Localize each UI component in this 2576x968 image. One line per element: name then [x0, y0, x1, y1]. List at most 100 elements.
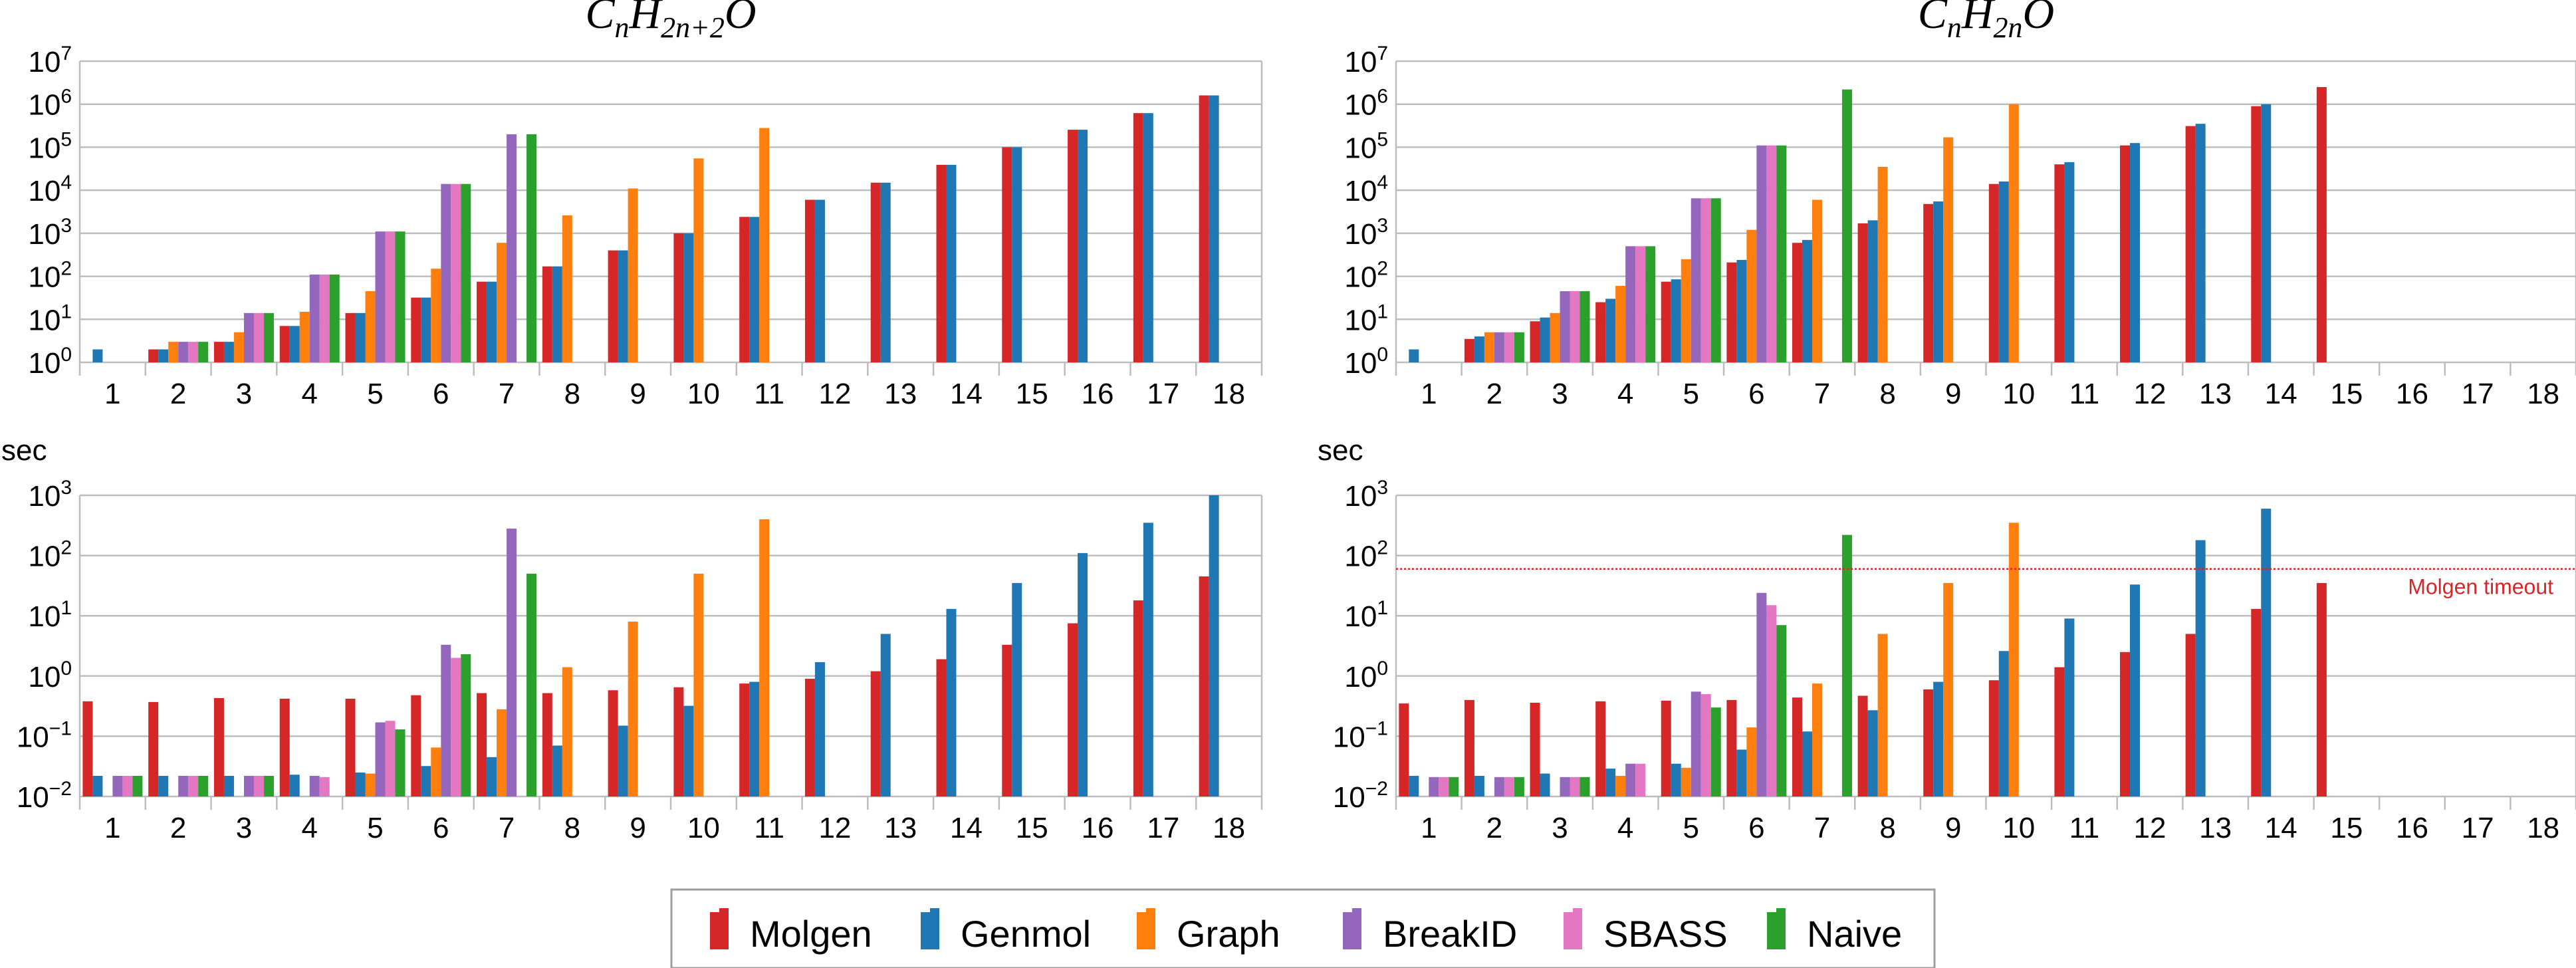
bar-genmol-10 — [1998, 651, 2009, 796]
bar-graph-6 — [1746, 229, 1757, 362]
x-tick-label: 3 — [236, 812, 252, 844]
bar-genmol-4 — [289, 775, 300, 796]
bar-breakid-2 — [1494, 777, 1504, 796]
x-tick-label: 5 — [1683, 378, 1699, 410]
bar-naive-2 — [1514, 777, 1524, 796]
bar-molgen-12 — [2120, 652, 2131, 796]
bar-genmol-2 — [1474, 336, 1484, 362]
y-tick-label: 103 — [28, 215, 72, 251]
bar-graph-6 — [431, 747, 441, 796]
y-tick-exponent: −1 — [49, 717, 72, 739]
bar-genmol-2 — [1474, 775, 1484, 796]
bar-molgen-11 — [739, 217, 750, 362]
bar-breakid-7 — [507, 529, 517, 796]
title-subscript: n — [1947, 11, 1962, 44]
bar-graph-8 — [1877, 166, 1888, 362]
bar-graph-2 — [1484, 332, 1494, 362]
bar-breakid-2 — [178, 342, 189, 362]
bar-genmol-11 — [2064, 618, 2075, 796]
bar-breakid-1 — [112, 775, 123, 796]
bar-genmol-17 — [1143, 523, 1153, 796]
bar-graph-9 — [1943, 137, 1954, 362]
y-tick-label: 106 — [1344, 86, 1388, 122]
bar-naive-3 — [1580, 291, 1590, 362]
y-tick-label: 101 — [1344, 597, 1388, 633]
bar-genmol-14 — [946, 164, 957, 363]
y-tick-label: 10−2 — [17, 778, 72, 814]
bar-genmol-8 — [552, 266, 562, 362]
bar-molgen-14 — [936, 164, 947, 363]
x-tick-label: 4 — [1617, 378, 1633, 410]
bar-naive-2 — [198, 342, 209, 362]
bar-graph-8 — [562, 215, 572, 362]
x-tick-label: 1 — [104, 812, 120, 844]
bar-genmol-1 — [1409, 349, 1419, 362]
bar-breakid-5 — [375, 231, 386, 362]
x-tick-label: 4 — [301, 812, 317, 844]
bar-molgen-10 — [1988, 183, 1999, 362]
bar-molgen-10 — [673, 687, 684, 796]
bar-breakid-3 — [1560, 291, 1570, 362]
bar-graph-10 — [2008, 523, 2019, 796]
bar-molgen-16 — [1068, 623, 1078, 796]
y-tick-exponent: 2 — [1377, 537, 1388, 559]
bar-naive-5 — [395, 231, 406, 362]
bar-molgen-9 — [608, 250, 618, 362]
x-tick-label: 16 — [2396, 378, 2428, 410]
x-tick-label: 11 — [754, 378, 784, 410]
x-tick-label: 18 — [1213, 812, 1245, 844]
bar-genmol-6 — [1736, 749, 1747, 796]
title-symbol: C — [585, 0, 615, 38]
y-tick-exponent: 4 — [1377, 172, 1388, 193]
x-tick-label: 1 — [1421, 812, 1437, 844]
bar-genmol-4 — [1605, 769, 1616, 796]
bar-molgen-5 — [1661, 281, 1671, 362]
bar-graph-6 — [1746, 727, 1757, 796]
bar-molgen-1 — [82, 701, 93, 796]
bar-molgen-9 — [1923, 203, 1934, 362]
title-symbol: H — [1961, 0, 1996, 38]
legend-label-sbass: SBASS — [1603, 913, 1728, 955]
bar-genmol-11 — [749, 681, 760, 796]
title-symbol: C — [1918, 0, 1948, 38]
bar-genmol-3 — [1540, 773, 1550, 796]
legend-swatch-naive-tall — [1776, 908, 1786, 949]
x-tick-label: 10 — [2002, 378, 2035, 410]
x-tick-label: 15 — [1016, 378, 1048, 410]
legend-box — [670, 888, 1936, 968]
bar-sbass-6 — [451, 183, 461, 362]
legend: Molgen Genmol Graph BreakID SBASS Naive — [670, 888, 1936, 968]
x-tick-label: 3 — [1552, 378, 1568, 410]
bar-genmol-8 — [1867, 220, 1878, 362]
bar-graph-4 — [1615, 285, 1626, 362]
y-tick-label: 102 — [1344, 537, 1388, 573]
bar-breakid-6 — [441, 644, 451, 796]
bar-genmol-16 — [1078, 552, 1088, 796]
bar-molgen-4 — [1595, 302, 1606, 362]
x-tick-label: 2 — [1486, 812, 1502, 844]
bar-graph-7 — [497, 243, 507, 362]
title-symbol: O — [2023, 0, 2055, 38]
bar-genmol-12 — [2130, 143, 2141, 362]
x-tick-label: 12 — [2134, 812, 2166, 844]
bar-genmol-4 — [1605, 299, 1616, 362]
bar-genmol-8 — [1867, 710, 1878, 796]
bar-genmol-13 — [2195, 540, 2206, 796]
y-tick-label: 102 — [28, 537, 72, 573]
bar-sbass-3 — [253, 775, 264, 796]
x-tick-label: 6 — [433, 812, 449, 844]
bar-breakid-1 — [1429, 777, 1439, 796]
bar-genmol-10 — [683, 233, 694, 362]
x-tick-label: 8 — [564, 378, 580, 410]
bar-molgen-3 — [213, 342, 224, 362]
x-tick-label: 9 — [1945, 378, 1961, 410]
legend-label-breakid: BreakID — [1383, 913, 1517, 955]
bar-genmol-12 — [2130, 584, 2141, 796]
bar-molgen-6 — [1726, 262, 1737, 362]
bar-sbass-3 — [1570, 777, 1580, 796]
x-tick-label: 5 — [367, 378, 383, 410]
x-tick-label: 12 — [2134, 378, 2166, 410]
bar-breakid-6 — [1756, 592, 1767, 796]
bar-genmol-2 — [158, 349, 169, 362]
